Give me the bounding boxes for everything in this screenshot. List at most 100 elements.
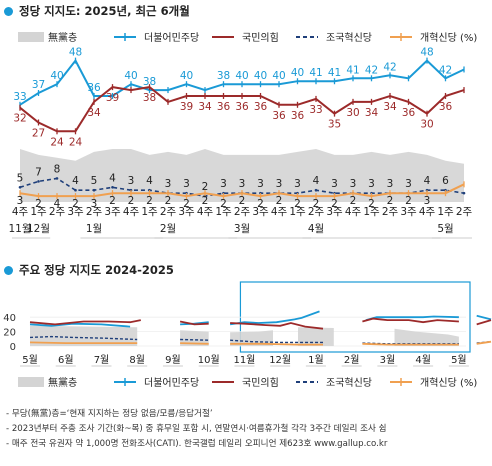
ppp-data-label: 34	[383, 101, 397, 113]
section2-title-text: 주요 정당 지지도 2024-2025	[19, 263, 174, 277]
y-tick-label: 0	[10, 342, 16, 353]
reform-data-label: 2	[276, 195, 283, 207]
series-3-point	[92, 188, 96, 192]
reform-data-label: 2	[331, 198, 338, 210]
ppp-data-label: 36	[254, 101, 268, 113]
reform-data-label: 2	[239, 195, 246, 207]
ppp-data-label: 34	[365, 107, 379, 119]
section2-title: 주요 정당 지지도 2024-2025	[4, 262, 174, 278]
reform-data-label: 2	[294, 198, 301, 210]
series-3-point	[462, 191, 466, 195]
reform-data-label: 2	[35, 198, 42, 210]
footnote-2: - 2023년부터 주충 조사 기간(화~목) 중 휴무일 포함 시, 연말연시…	[6, 424, 387, 434]
trend-line-1	[365, 315, 459, 321]
section1-title: 정당 지지도: 2025년, 최근 6개월	[4, 3, 190, 19]
trend-line-4	[180, 342, 209, 345]
ppp-data-label: 30	[420, 119, 433, 131]
reform-data-label: 3	[424, 195, 431, 207]
x-month-label: 5월	[437, 223, 453, 235]
x-month-label: 6월	[58, 354, 74, 366]
rebuild-data-label: 8	[54, 163, 61, 175]
y-tick-label: 40	[3, 313, 16, 324]
legend-1-label: 더불어민주당	[144, 32, 199, 44]
x-month-label: 11월	[8, 223, 31, 235]
minjoo-data-label: 42	[439, 64, 452, 76]
rebuild-data-label: 2	[202, 181, 209, 193]
rebuild-data-label: 3	[368, 178, 375, 190]
minjoo-data-label: 42	[383, 61, 396, 73]
ppp-data-label: 35	[328, 119, 341, 131]
x-month-label: 10월	[198, 354, 220, 366]
rebuild-data-label: 3	[331, 178, 338, 190]
ppp-data-label: 24	[69, 136, 83, 148]
x-month-label: 5월	[22, 354, 38, 366]
series-3-point	[314, 188, 318, 192]
no-party-area-segment	[180, 330, 209, 346]
legend-2-label: 국민의힘	[242, 32, 279, 44]
x-month-label: 3월	[380, 354, 396, 366]
trend-line-1	[229, 310, 320, 326]
reform-data-label: 2	[220, 198, 227, 210]
x-tick-label: 4주	[197, 206, 214, 218]
reform-data-label: 2	[313, 198, 320, 210]
x-tick-label: 4주	[345, 206, 362, 218]
no-party-area	[20, 149, 464, 202]
reform-data-label: 2	[350, 195, 357, 207]
rebuild-data-label: 4	[146, 175, 153, 187]
series-3-point	[111, 185, 114, 189]
legend-4-label: 개혁신당 (%)	[420, 32, 477, 44]
x-month-label: 3월	[234, 223, 250, 235]
reform-data-label: 2	[128, 195, 135, 207]
series-3-point	[37, 180, 40, 183]
ppp-data-label: 36	[402, 107, 416, 119]
trend-line-2	[476, 319, 492, 326]
x-tick-label: 3주	[67, 206, 84, 218]
minjoo-data-label: 41	[346, 64, 359, 76]
minjoo-data-label: 41	[328, 67, 341, 79]
trend-line-4	[29, 341, 138, 344]
no-party-area-segment	[394, 328, 459, 346]
rebuild-data-label: 7	[35, 166, 42, 178]
legend-4-label: 개혁신당 (%)	[420, 377, 477, 389]
reform-data-label: 2	[146, 195, 153, 207]
trend-line-4	[230, 342, 323, 346]
x-tick-label: 1주	[215, 206, 232, 218]
reform-data-label: 2	[109, 195, 116, 207]
x-tick-label: 4주	[12, 206, 29, 218]
trend-line-2	[179, 320, 209, 326]
x-tick-label: 2주	[456, 206, 473, 218]
rebuild-data-label: 3	[165, 178, 172, 190]
x-tick-label: 1주	[141, 206, 158, 218]
ppp-data-label: 39	[180, 101, 193, 113]
reform-data-label: 2	[387, 195, 394, 207]
x-month-label: 2월	[160, 223, 176, 235]
minjoo-data-label: 33	[13, 91, 26, 103]
minjoo-data-label: 42	[365, 64, 378, 76]
ppp-data-label: 36	[439, 101, 453, 113]
reform-data-label: 3	[17, 195, 24, 207]
x-tick-label: 1주	[30, 206, 47, 218]
x-month-label: 12월	[269, 354, 291, 366]
trend-line-3	[29, 335, 138, 341]
x-tick-label: 2주	[49, 206, 66, 218]
x-month-label: 7월	[94, 354, 110, 366]
rebuild-data-label: 4	[313, 175, 320, 187]
minjoo-data-label: 38	[217, 70, 230, 82]
ppp-data-label: 36	[235, 101, 249, 113]
no-party-area-segment	[30, 325, 138, 346]
legend-1-label: 더불어민주당	[144, 377, 199, 389]
minjoo-data-label: 41	[309, 67, 322, 79]
ppp-data-label: 34	[198, 101, 212, 113]
minjoo-data-label: 40	[235, 70, 248, 82]
reform-data-label: 2	[72, 198, 79, 210]
x-month-label: 1월	[308, 354, 324, 366]
trend-line-1	[29, 322, 131, 328]
x-tick-label: 1주	[289, 206, 306, 218]
ppp-data-label: 36	[291, 110, 305, 122]
legend-0-swatch	[18, 377, 44, 387]
minjoo-data-label: 48	[69, 47, 82, 59]
ppp-data-label: 30	[346, 107, 359, 119]
rebuild-data-label: 3	[405, 178, 412, 190]
ppp-data-label: 33	[309, 104, 322, 116]
